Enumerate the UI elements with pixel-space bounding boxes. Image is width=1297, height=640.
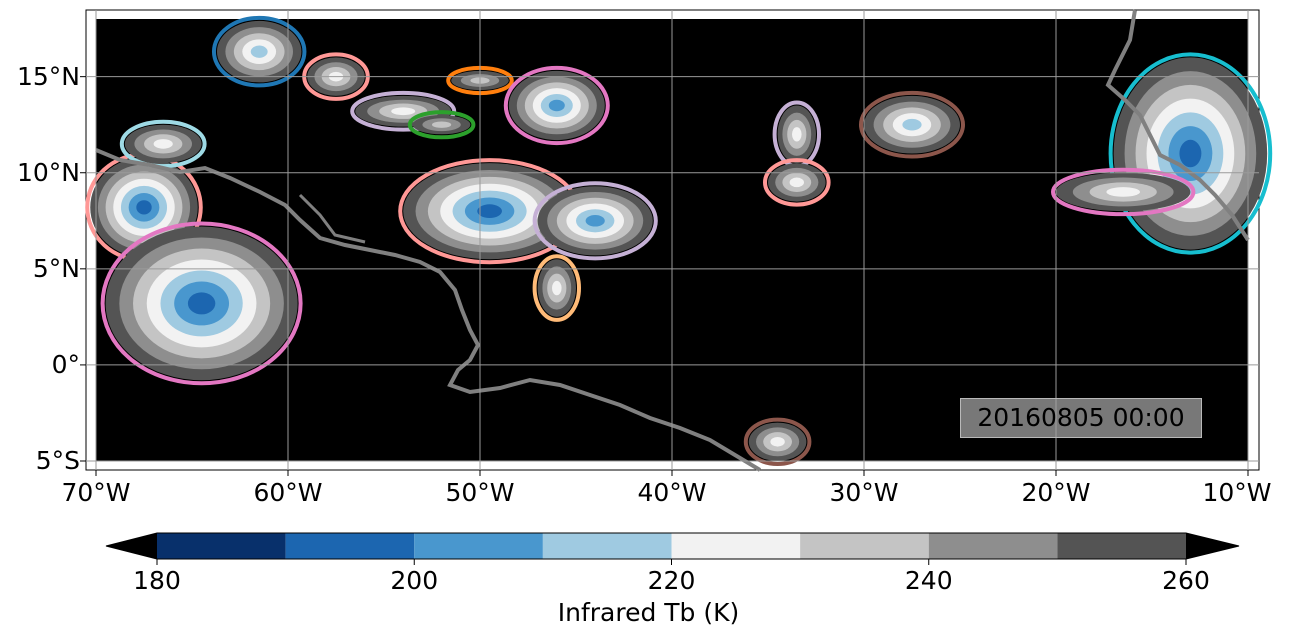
lat-tick-label: 10°N xyxy=(16,157,80,187)
cloud-outline-3 xyxy=(211,15,307,88)
colorbar-bin xyxy=(1057,533,1186,559)
lat-tick-label: 5°S xyxy=(35,446,80,475)
colorbar-title: Infrared Tb (K) xyxy=(557,598,740,627)
cloud-outline-1 xyxy=(100,221,303,386)
lon-tick-label: 70°W xyxy=(61,478,131,507)
timestamp-label: 20160805 00:00 xyxy=(960,398,1202,438)
colorbar-bin xyxy=(800,533,929,559)
cloud-shade-11-3 xyxy=(552,280,562,296)
cloud-outline-15 xyxy=(1108,52,1273,255)
colorbar-extend-low xyxy=(106,533,157,559)
lon-tick-label: 10°W xyxy=(1202,478,1272,507)
cloud-shade-16-3 xyxy=(1106,187,1140,197)
cloud-outline-10 xyxy=(532,181,658,261)
cloud-shade-15-6 xyxy=(1179,139,1202,168)
cloud-outline-14 xyxy=(859,90,965,159)
cloud-outline-11 xyxy=(532,254,581,322)
cloud-outline-6 xyxy=(407,110,476,140)
cloud-outline-16 xyxy=(1051,167,1196,217)
colorbar-tick-label: 180 xyxy=(133,566,181,595)
south-america-coastline xyxy=(95,148,762,472)
cloud-shade-12-3 xyxy=(792,127,802,142)
lon-tick-label: 60°W xyxy=(253,478,323,507)
lat-tick-label: 5°N xyxy=(32,253,80,283)
colorbar-tick-label: 260 xyxy=(1162,566,1210,595)
colorbar-bin xyxy=(542,533,672,559)
cloud-systems xyxy=(85,15,1273,467)
colorbar-tick-label: 200 xyxy=(390,566,439,595)
cloud-shade-2-3 xyxy=(153,139,173,149)
cloud-shade-8-5 xyxy=(548,99,565,112)
cloud-shade-3-4 xyxy=(250,45,268,58)
cloud-shade-17-3 xyxy=(770,436,785,447)
cloud-shade-1-6 xyxy=(187,292,216,315)
colorbar-bin xyxy=(285,533,415,559)
colorbar-extend-high xyxy=(1186,533,1239,559)
map-gridlines xyxy=(80,10,1259,476)
colorbar-tick-label: 220 xyxy=(647,566,696,595)
colorbar xyxy=(105,532,1240,565)
cloud-outline-13 xyxy=(763,158,831,207)
colorbar-bin xyxy=(414,533,543,559)
lon-tick-label: 40°W xyxy=(637,478,707,507)
cloud-shade-5-3 xyxy=(391,107,416,116)
lat-tick-label: 15°N xyxy=(16,61,80,91)
colorbar-bin xyxy=(671,533,801,559)
cloud-shade-10-5 xyxy=(585,215,605,227)
cloud-shade-0-6 xyxy=(136,200,152,215)
cloud-shade-9-6 xyxy=(477,204,502,219)
lat-tick-label: 0° xyxy=(51,349,80,379)
cloud-shade-6-2 xyxy=(432,121,452,128)
cloud-shade-14-4 xyxy=(902,118,922,131)
coastlines xyxy=(95,9,1250,472)
river-outline xyxy=(298,193,366,244)
cloud-outline-17 xyxy=(743,417,812,467)
colorbar-bin xyxy=(157,533,286,559)
colorbar-bin xyxy=(928,533,1058,559)
lon-tick-label: 50°W xyxy=(445,478,515,507)
cloud-outline-8 xyxy=(503,65,610,146)
lon-tick-label: 30°W xyxy=(829,478,899,507)
cloud-shade-13-3 xyxy=(789,177,804,188)
west-africa-coastline xyxy=(1105,9,1250,242)
lon-tick-label: 20°W xyxy=(1021,478,1091,507)
colorbar-tick-label: 240 xyxy=(904,566,953,595)
